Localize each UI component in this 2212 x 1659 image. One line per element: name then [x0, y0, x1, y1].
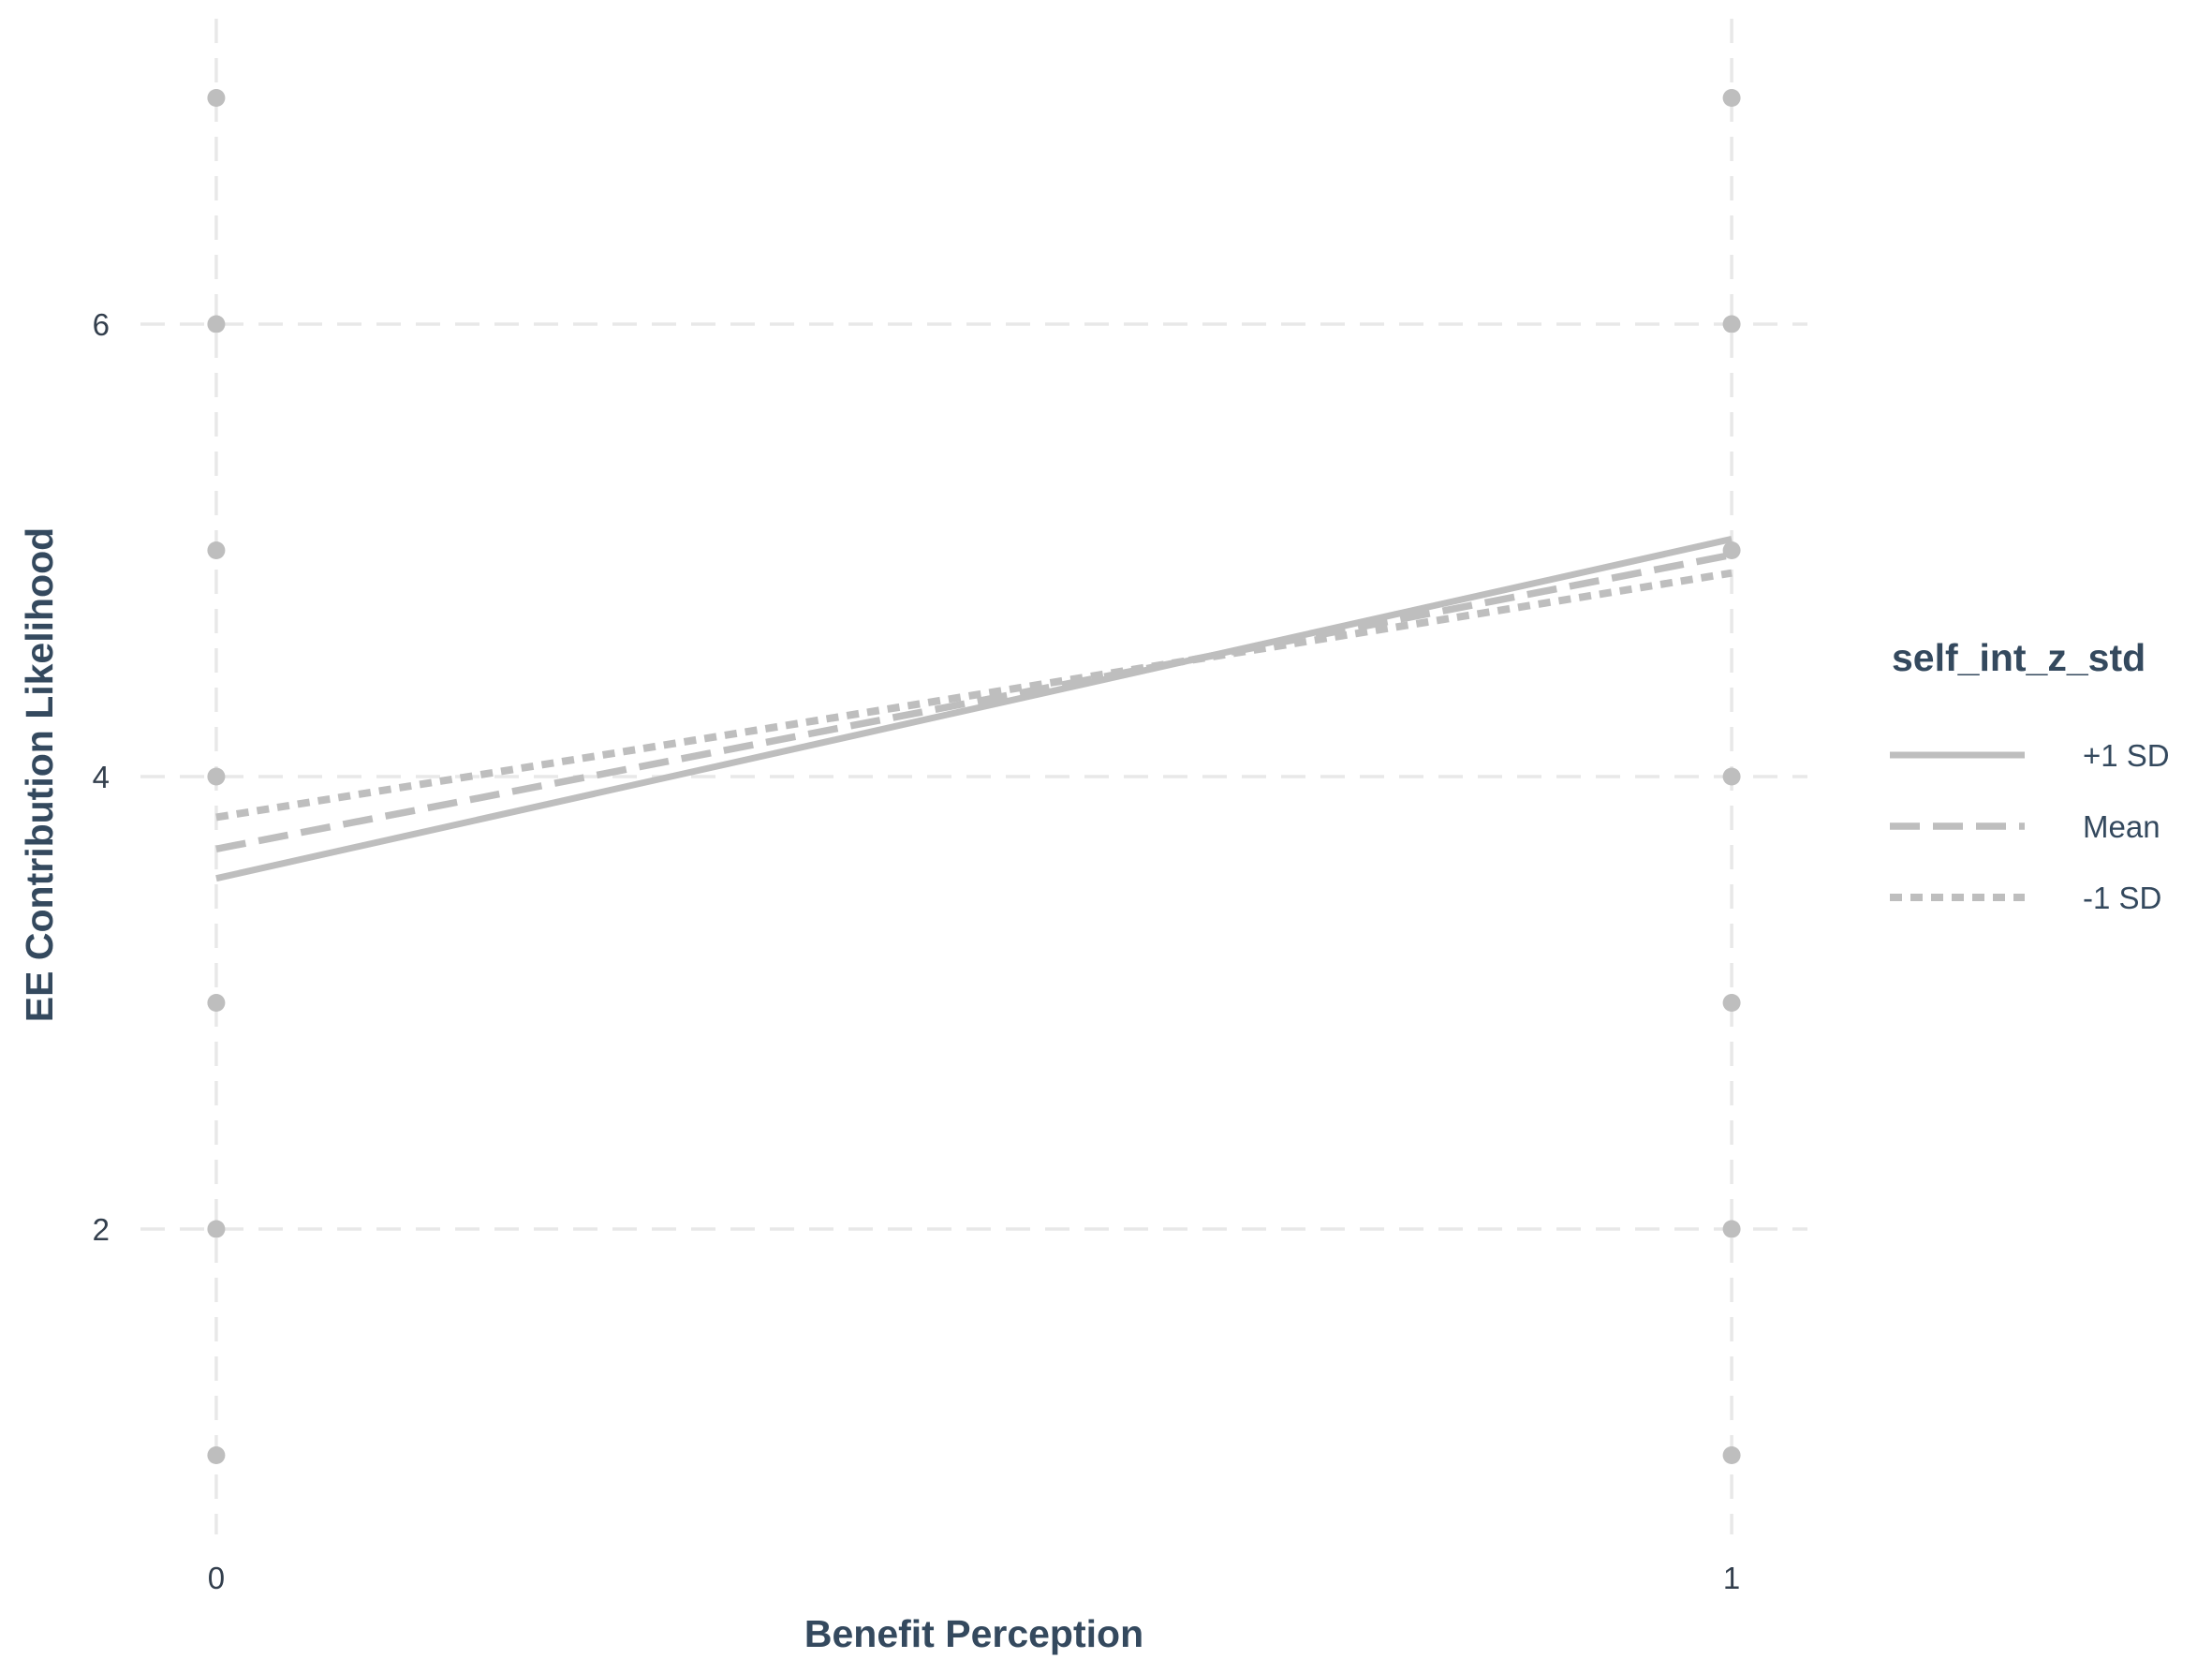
- y-tick-label: 6: [93, 307, 110, 342]
- series-lines: [215, 536, 1733, 882]
- data-point: [207, 541, 226, 560]
- data-point: [207, 1220, 226, 1238]
- data-point: [1722, 1220, 1741, 1238]
- legend-label: -1 SD: [2083, 881, 2161, 915]
- legend-items: +1 SD Mean -1 SD: [1890, 738, 2170, 915]
- series-line-dashed: [215, 551, 1733, 852]
- data-point: [1722, 993, 1741, 1012]
- data-point: [207, 89, 226, 108]
- data-point: [1722, 1445, 1741, 1464]
- legend: self_int_z_std +1 SD Mean -1 SD: [1890, 636, 2170, 915]
- y-tick-label: 2: [93, 1212, 110, 1247]
- data-points: [207, 89, 1741, 1464]
- series-line-dotted: [215, 569, 1733, 822]
- legend-label: Mean: [2083, 809, 2160, 844]
- data-point: [207, 1445, 226, 1464]
- y-axis-title: EE Contribution Likelihood: [18, 527, 61, 1022]
- legend-title: self_int_z_std: [1892, 636, 2146, 679]
- data-point: [207, 767, 226, 786]
- series-line-solid: [215, 536, 1733, 882]
- data-point: [1722, 767, 1741, 786]
- data-point: [1722, 315, 1741, 333]
- x-tick-label: 1: [1723, 1561, 1740, 1595]
- legend-label: +1 SD: [2083, 738, 2170, 773]
- x-axis-title: Benefit Perception: [804, 1612, 1143, 1655]
- data-point: [1722, 541, 1741, 560]
- x-tick-label: 0: [208, 1561, 225, 1595]
- tick-labels: 2 4 6 0 1: [93, 307, 1741, 1595]
- gridlines: [140, 19, 1807, 1534]
- y-tick-label: 4: [93, 760, 110, 794]
- data-point: [207, 315, 226, 333]
- data-point: [1722, 89, 1741, 108]
- data-point: [207, 993, 226, 1012]
